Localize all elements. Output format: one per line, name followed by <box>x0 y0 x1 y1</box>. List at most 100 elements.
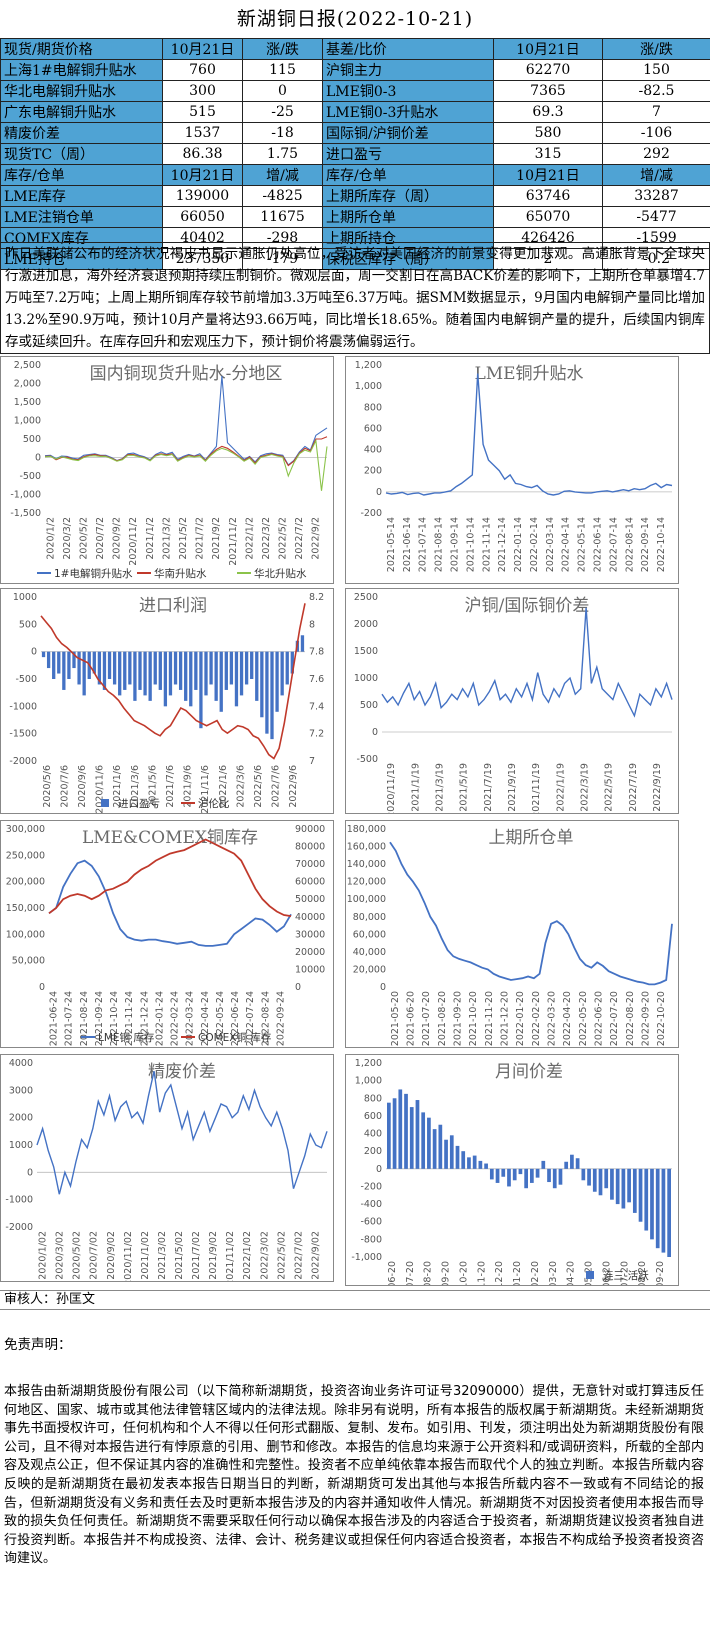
table-cell: 精废价差 <box>0 122 163 144</box>
table-cell: 33287 <box>602 185 710 207</box>
table-cell: 涨/跌 <box>602 38 710 60</box>
x-tick-label: 2022-01-14 <box>513 517 524 572</box>
chart-title: 沪铜/国际铜价差 <box>465 596 590 616</box>
bar <box>592 1168 597 1192</box>
chart-panel-refined-scrap: 精废价差 4000 3000 2000 1000 0 -1000 -2000 2020/1/02… <box>0 1054 334 1282</box>
x-tick-label: 2022-03-20 <box>548 1261 559 1286</box>
table-cell: 150 <box>602 59 710 81</box>
bar <box>438 1124 443 1169</box>
table-cell: -82.5 <box>602 80 710 102</box>
y2-tick-label: 7.2 <box>309 729 324 740</box>
table-cell: -5477 <box>602 206 710 228</box>
bar <box>575 1158 580 1169</box>
bar <box>461 1151 466 1169</box>
table-cell: LME铜0-3升贴水 <box>322 101 494 123</box>
bar <box>610 1168 614 1200</box>
x-tick-label: 2020/9/2 <box>112 517 123 560</box>
x-tick-label: 2021-05-20 <box>390 991 401 1046</box>
x-tick-label: 2022-09-14 <box>640 517 651 572</box>
bar <box>478 1160 483 1169</box>
y-tick-label: 200 <box>364 1146 382 1157</box>
y-tick-label: 2,500 <box>14 360 41 371</box>
x-tick-label: 2022-04-24 <box>200 991 211 1046</box>
table-cell: 115 <box>242 59 323 81</box>
table-cell: 69.3 <box>493 101 603 123</box>
table-cell: 1.75 <box>242 143 323 165</box>
chart-panel-lme-premium: LME铜升贴水 1,200 1,000 800 600 400 200 0 -200 2021-0… <box>345 356 679 584</box>
y-tick-label: -500 <box>15 674 37 685</box>
x-tick-label: 2022/5/19 <box>604 763 615 812</box>
x-tick-label: 2021-10-20 <box>468 991 479 1046</box>
x-tick-label: 2022/7/02 <box>293 1231 304 1280</box>
table-cell: 66050 <box>162 206 243 228</box>
bar <box>138 651 142 690</box>
y-tick-label: 1000 <box>13 592 37 603</box>
disclaimer-body: 本报告由新湖期货股份有限公司（以下简称新湖期货，投资咨询业务许可证号320900… <box>4 1384 704 1567</box>
table-cell: 现货/期货价格 <box>0 38 163 60</box>
x-tick-label: 2021-08-20 <box>437 991 448 1046</box>
table-cell: 上期所库存（周） <box>322 185 494 207</box>
table-row: 广东电解铜升贴水 515 -25 LME铜0-3升贴水 69.3 7 <box>0 101 710 123</box>
x-tick-label: 2021/1/2 <box>145 517 156 560</box>
y2-tick-label: 8 <box>309 619 315 630</box>
bar <box>244 651 249 685</box>
bar <box>632 1168 637 1213</box>
x-tick-label: 2022-02-14 <box>529 517 540 572</box>
x-tick-label: 2021/9/6 <box>183 765 194 808</box>
x-tick-label: 2021-06-14 <box>402 517 413 572</box>
y2-tick-label: 70000 <box>295 859 325 870</box>
x-tick-label: 2020/5/02 <box>72 1231 83 1280</box>
bar <box>512 1168 517 1181</box>
bar <box>280 651 284 696</box>
bar <box>564 1161 569 1169</box>
chart-title: LME&COMEX铜库存 <box>82 828 258 848</box>
bar <box>148 651 152 701</box>
y-tick-label: 100,000 <box>347 894 386 905</box>
legend-label: 连三-活跃 <box>603 1269 649 1282</box>
x-tick-label: 2022/5/2 <box>278 517 289 560</box>
x-tick-label: 2021-09-20 <box>453 991 464 1046</box>
y-tick-label: -400 <box>360 1199 382 1210</box>
y-tick-label: 1,000 <box>14 416 41 427</box>
bar <box>178 651 183 690</box>
table-cell: 86.38 <box>162 143 243 165</box>
x-tick-label: 2021-06-24 <box>49 991 60 1046</box>
x-tick-label: 2021/9/02 <box>208 1231 219 1280</box>
bar <box>82 651 86 696</box>
table-cell: 增/减 <box>602 164 710 186</box>
x-tick-label: 2021/7/19 <box>483 763 494 812</box>
legend-label: LME铜 库存 <box>98 1031 155 1044</box>
x-tick-label: 2022/1/19 <box>555 763 566 812</box>
y-tick-label: 0 <box>39 982 45 993</box>
bar <box>41 651 46 658</box>
bar <box>638 1168 643 1222</box>
bar <box>392 1098 397 1169</box>
bar <box>518 1168 523 1175</box>
x-tick-label: 2021-08-20 <box>423 1261 434 1286</box>
y-tick-label: 3000 <box>9 1085 33 1096</box>
x-tick-label: 2021-09-20 <box>441 1261 452 1286</box>
x-tick-label: 2021/1/6 <box>112 765 123 808</box>
bar <box>158 651 162 690</box>
chart-lme-premium: LME铜升贴水 1,200 1,000 800 600 400 200 0 -200 2021-0… <box>355 360 673 572</box>
bar <box>153 651 157 685</box>
x-tick-label: 2022/1/02 <box>242 1231 253 1280</box>
y-tick-label: 140,000 <box>347 859 386 870</box>
y-tick-label: 2,000 <box>14 379 41 390</box>
bar <box>530 1168 534 1183</box>
bar <box>421 1112 426 1169</box>
bar <box>163 651 168 707</box>
bar <box>239 651 244 696</box>
table-cell: 库存/仓单 <box>0 164 163 186</box>
chart-title: 上期所仓单 <box>489 828 574 848</box>
y2-tick-label: 80000 <box>295 842 325 853</box>
y-tick-label: -1000 <box>9 701 37 712</box>
x-tick-label: 2021-12-14 <box>497 517 508 572</box>
bar <box>229 651 234 685</box>
x-tick-label: 2021/7/02 <box>191 1231 202 1280</box>
bar <box>581 1168 586 1181</box>
bar <box>265 651 269 734</box>
table-row: LME持仓 237350 -179 保税区库存（周） 2 -0.2 <box>0 248 710 270</box>
x-tick-label: 2021-09-14 <box>450 517 461 572</box>
table-cell: -18 <box>242 122 323 144</box>
